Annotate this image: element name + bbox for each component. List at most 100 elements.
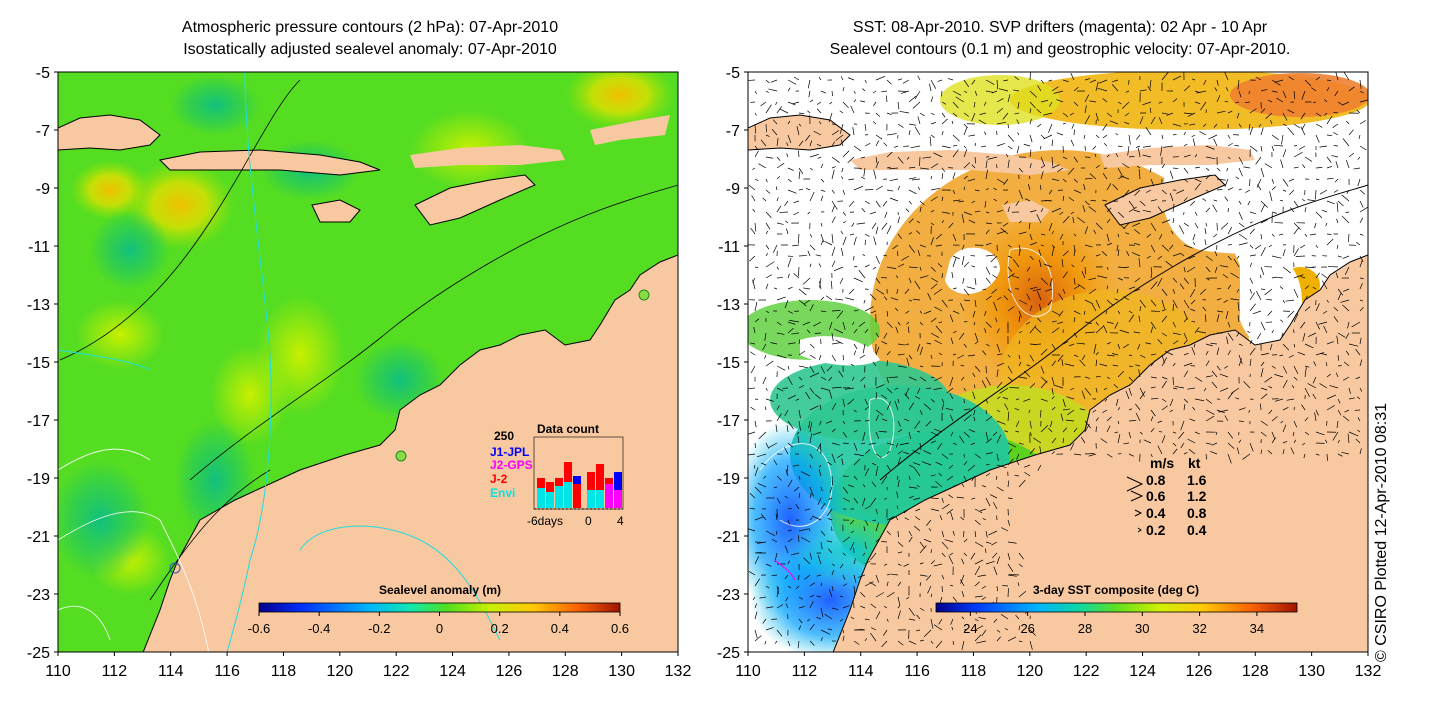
velocity-vector xyxy=(776,106,783,114)
velocity-vector xyxy=(768,88,778,92)
velocity-vector xyxy=(1293,248,1299,257)
velocity-vector xyxy=(818,464,822,468)
velocity-legend-ms-2: 0.4 xyxy=(1146,505,1166,521)
velocity-vector xyxy=(807,211,811,215)
velocity-vector xyxy=(816,442,822,452)
velocity-vector xyxy=(1002,222,1009,227)
velocity-vector xyxy=(853,585,856,596)
velocity-vector xyxy=(897,216,900,224)
velocity-vector xyxy=(1194,222,1199,229)
velocity-vector xyxy=(985,497,991,507)
velocity-vector xyxy=(1139,116,1144,125)
velocity-vector xyxy=(1324,112,1328,116)
velocity-vector xyxy=(897,551,903,554)
velocity-vector xyxy=(765,222,771,230)
velocity-vector xyxy=(917,249,921,257)
velocity-vector xyxy=(1127,145,1130,156)
velocity-vector xyxy=(897,479,900,488)
left-lon-tick-label: 116 xyxy=(214,663,240,680)
velocity-arrow-2 xyxy=(1134,509,1143,517)
velocity-vector xyxy=(1315,409,1319,416)
velocity-vector xyxy=(864,306,874,312)
velocity-vector xyxy=(793,76,800,81)
velocity-vector xyxy=(1290,207,1295,213)
velocity-vector xyxy=(784,447,789,455)
velocity-vector xyxy=(952,144,958,147)
velocity-vector xyxy=(831,189,835,194)
velocity-vector xyxy=(809,552,813,560)
velocity-vector xyxy=(1084,200,1090,206)
velocity-vector xyxy=(1359,387,1363,392)
velocity-vector xyxy=(785,603,789,609)
velocity-vector xyxy=(1260,387,1268,391)
velocity-vector xyxy=(1307,383,1317,389)
velocity-vector xyxy=(935,461,943,466)
velocity-vector xyxy=(892,244,899,250)
velocity-vector xyxy=(896,475,899,481)
velocity-vector xyxy=(933,428,943,433)
velocity-vector xyxy=(955,96,965,103)
velocity-vector xyxy=(1065,419,1075,422)
velocity-vector xyxy=(930,266,936,272)
velocity-vector xyxy=(960,579,965,587)
velocity-vector xyxy=(902,79,910,84)
velocity-vector xyxy=(951,120,954,125)
velocity-vector xyxy=(1321,273,1328,279)
velocity-vector xyxy=(1084,423,1090,433)
left-lat-tick-label: -23 xyxy=(27,587,50,604)
velocity-vector xyxy=(776,162,785,169)
velocity-vector xyxy=(820,239,824,246)
velocity-vector xyxy=(1326,165,1333,169)
velocity-vector xyxy=(952,199,961,202)
velocity-vector xyxy=(882,629,888,636)
velocity-vector xyxy=(1040,208,1044,213)
velocity-vector xyxy=(985,242,992,246)
velocity-vector xyxy=(1358,134,1361,140)
right-lon-tick-label: 130 xyxy=(1298,663,1325,680)
velocity-vector xyxy=(831,169,835,180)
velocity-vector xyxy=(1192,138,1196,147)
velocity-vector xyxy=(765,283,769,290)
velocity-vector xyxy=(1007,458,1014,466)
velocity-vector xyxy=(941,530,945,538)
velocity-vector xyxy=(930,163,939,169)
velocity-vector xyxy=(1138,258,1141,268)
velocity-vector xyxy=(765,398,774,402)
velocity-vector xyxy=(1139,431,1143,435)
velocity-vector xyxy=(1326,373,1331,378)
velocity-vector xyxy=(1018,244,1021,252)
velocity-vector xyxy=(1051,244,1056,249)
velocity-vector xyxy=(1003,79,1009,82)
velocity-vector xyxy=(1290,447,1295,455)
velocity-vector xyxy=(914,90,921,100)
velocity-vector xyxy=(1304,367,1307,378)
right-title-line2: Sealevel contours (0.1 m) and geostrophi… xyxy=(829,41,1291,58)
velocity-vector xyxy=(776,587,779,598)
velocity-vector xyxy=(974,277,977,286)
velocity-vector xyxy=(1026,364,1031,367)
velocity-vector xyxy=(1345,332,1350,339)
velocity-vector xyxy=(1026,293,1031,301)
velocity-vector xyxy=(787,507,793,510)
velocity-vector xyxy=(1073,427,1078,433)
velocity-vector xyxy=(792,464,800,467)
velocity-vector xyxy=(1051,437,1057,444)
velocity-vector xyxy=(1002,397,1009,400)
velocity-vector xyxy=(840,76,844,81)
velocity-vector xyxy=(1057,167,1064,173)
velocity-vector xyxy=(886,464,891,471)
velocity-vector xyxy=(984,310,987,316)
velocity-vector xyxy=(1343,72,1350,81)
velocity-vector xyxy=(1249,211,1257,215)
velocity-vector xyxy=(971,497,976,500)
velocity-vector xyxy=(748,431,756,435)
velocity-vector xyxy=(839,123,844,134)
velocity-vector xyxy=(1260,145,1263,152)
velocity-vector xyxy=(910,145,921,149)
velocity-vector xyxy=(914,280,921,290)
velocity-vector xyxy=(787,538,793,543)
left-lat-tick-label: -7 xyxy=(36,123,50,140)
velocity-vector xyxy=(960,303,965,312)
velocity-vector xyxy=(966,286,976,290)
velocity-vector xyxy=(875,466,879,477)
